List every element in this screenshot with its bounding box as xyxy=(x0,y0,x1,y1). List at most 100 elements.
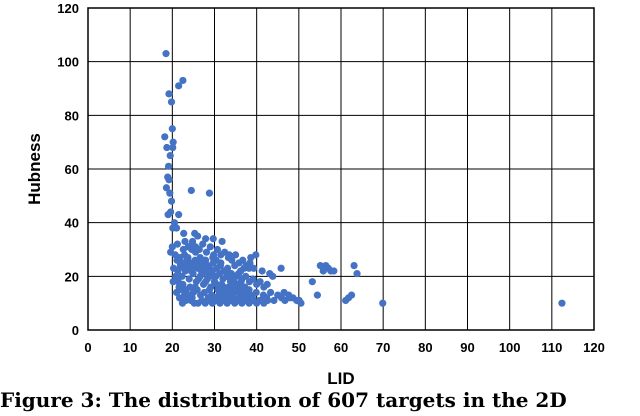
data-point xyxy=(227,286,235,294)
x-tick-label: 40 xyxy=(249,340,263,355)
data-point xyxy=(252,288,260,297)
data-point xyxy=(173,240,181,248)
data-point xyxy=(209,235,217,243)
data-point xyxy=(213,280,221,288)
y-tick-label: 0 xyxy=(72,323,79,338)
data-point xyxy=(202,256,210,264)
data-point xyxy=(198,262,206,270)
data-point xyxy=(175,211,183,219)
y-tick-label: 20 xyxy=(65,269,79,284)
data-point xyxy=(168,125,176,133)
data-point xyxy=(223,291,232,299)
data-point xyxy=(186,283,194,291)
data-point xyxy=(202,235,210,243)
data-point xyxy=(258,267,266,275)
data-point xyxy=(379,299,387,307)
data-point xyxy=(281,296,289,305)
data-point xyxy=(223,264,232,272)
x-tick-label: 0 xyxy=(84,340,91,355)
data-point xyxy=(179,280,187,288)
data-point xyxy=(558,299,566,307)
data-point xyxy=(205,286,214,294)
data-point xyxy=(227,270,235,278)
data-point xyxy=(206,243,214,251)
data-point xyxy=(218,237,226,246)
y-tick-label: 40 xyxy=(65,216,79,231)
data-point xyxy=(180,229,188,237)
data-point xyxy=(234,288,242,297)
data-point xyxy=(241,291,249,299)
data-point xyxy=(256,296,264,305)
data-point xyxy=(238,283,246,291)
data-point xyxy=(169,138,177,146)
y-tick-label: 100 xyxy=(57,55,79,70)
data-point xyxy=(216,288,224,297)
data-point xyxy=(174,267,182,275)
x-tick-label: 60 xyxy=(334,340,348,355)
data-point xyxy=(176,253,184,262)
data-point xyxy=(220,283,228,291)
x-axis-ticks: 0 10 20 30 40 50 60 70 80 90 100 110 120 xyxy=(84,340,604,355)
data-point xyxy=(245,286,253,294)
data-point xyxy=(209,259,217,267)
data-point xyxy=(169,143,177,152)
data-point xyxy=(178,272,186,280)
data-point xyxy=(221,248,229,256)
data-point xyxy=(266,288,275,297)
data-point xyxy=(165,90,173,98)
data-point xyxy=(209,272,217,280)
data-point xyxy=(230,275,238,283)
y-tick-label: 60 xyxy=(65,162,79,177)
data-point xyxy=(169,278,177,286)
x-tick-label: 100 xyxy=(499,340,521,355)
data-point xyxy=(250,264,258,272)
scatter-chart: 0 10 20 30 40 50 60 70 80 90 100 110 120 0 20 40 60 80 10… xyxy=(25,1,605,388)
x-axis-label: LID xyxy=(327,369,354,388)
x-tick-label: 80 xyxy=(418,340,432,355)
data-point xyxy=(205,264,214,272)
data-point xyxy=(165,176,173,184)
data-point xyxy=(184,262,192,270)
x-tick-label: 20 xyxy=(165,340,179,355)
data-point xyxy=(205,189,214,197)
data-point xyxy=(285,291,293,299)
data-point xyxy=(330,267,338,275)
data-point xyxy=(347,291,356,299)
data-point xyxy=(210,251,218,259)
data-point xyxy=(249,275,257,283)
data-point xyxy=(167,197,176,205)
data-point xyxy=(177,259,185,267)
data-point xyxy=(162,184,171,192)
y-axis-label: Hubness xyxy=(25,133,44,205)
data-point xyxy=(213,245,222,254)
data-point xyxy=(182,296,190,305)
data-point xyxy=(353,270,361,278)
y-axis-ticks: 0 20 40 60 80 100 120 xyxy=(57,1,79,338)
data-point xyxy=(202,248,211,256)
data-point xyxy=(202,278,210,286)
data-point xyxy=(231,251,240,259)
data-point xyxy=(270,296,278,305)
data-point xyxy=(187,267,195,275)
data-point xyxy=(263,294,271,302)
data-point xyxy=(166,189,174,197)
data-point xyxy=(175,82,183,90)
y-tick-label: 80 xyxy=(65,108,79,123)
x-tick-label: 10 xyxy=(123,340,137,355)
x-tick-label: 110 xyxy=(541,340,562,355)
data-points xyxy=(161,50,566,307)
x-tick-label: 50 xyxy=(292,340,306,355)
data-point xyxy=(297,299,305,307)
data-point xyxy=(252,251,260,259)
data-point xyxy=(313,291,321,299)
figure-caption: Figure 3: The distribution of 607 target… xyxy=(0,388,567,412)
data-point xyxy=(164,162,173,170)
data-point xyxy=(187,186,195,195)
data-point xyxy=(163,143,171,152)
data-point xyxy=(277,264,285,272)
data-point xyxy=(228,256,236,264)
data-point xyxy=(308,278,316,286)
data-point xyxy=(199,240,207,248)
data-point xyxy=(194,232,202,240)
x-tick-label: 30 xyxy=(207,340,221,355)
